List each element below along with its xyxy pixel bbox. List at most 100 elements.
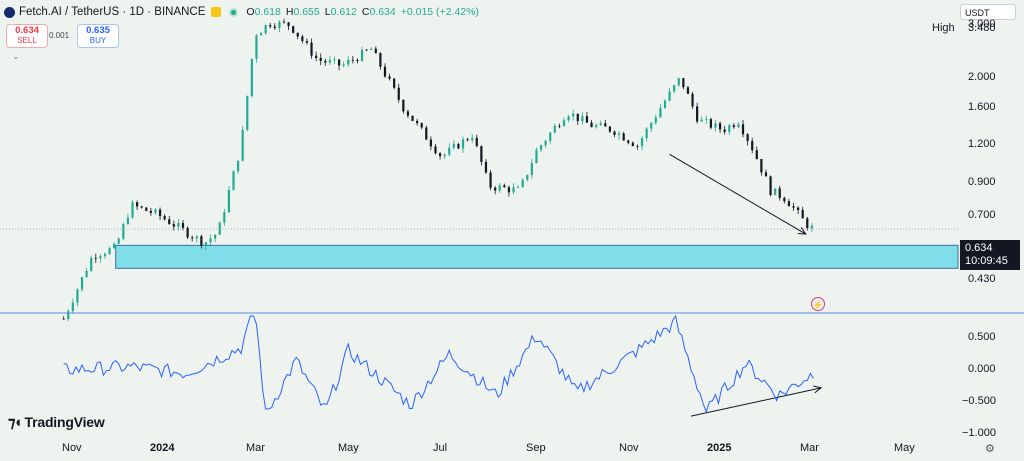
candle [645,126,648,142]
candle [416,118,419,126]
candle [503,183,506,188]
candle [599,120,602,126]
time-axis-label: Mar [246,442,265,454]
oscillator-axis-label: −1.000 [962,427,996,439]
current-price-value: 0.634 [965,242,993,254]
candle [783,196,786,204]
candle [480,145,483,166]
candle [232,170,235,191]
candle [351,55,354,64]
ohlc-item: O0.618 [246,6,280,18]
candle [177,218,180,231]
candle [319,53,322,66]
sell-label: SELL [17,36,37,45]
candle [264,24,267,35]
candle [673,84,676,94]
candle [617,130,621,140]
candle [347,56,350,67]
candle [558,123,561,129]
buy-price: 0.635 [86,25,110,36]
candle [549,131,552,144]
time-axis-label: Jul [433,442,448,454]
candle [172,220,175,231]
candle [677,77,680,87]
candle [328,56,331,66]
candle [709,117,712,130]
collapse-chevron-icon[interactable]: ⌄ [12,51,20,61]
candle [402,99,405,114]
candle [576,113,579,125]
buy-button[interactable]: 0.635 BUY [77,24,119,48]
candle [149,207,152,216]
candle [429,136,432,151]
sell-button[interactable]: 0.634 SELL [6,24,48,48]
candle [443,153,446,160]
high-value: 3.480 [968,22,996,34]
candle [333,56,336,65]
candle [686,85,690,94]
candle [140,205,143,209]
symbol-title[interactable]: Fetch.AI / TetherUS · 1D · BINANCE [19,6,206,18]
candle [792,202,795,211]
lightning-icon[interactable]: ⚡ [811,297,825,311]
candle [526,174,529,182]
settings-gear-icon[interactable]: ⚙ [985,443,995,455]
candle [259,32,263,36]
candle [475,134,478,148]
candle [113,241,116,250]
high-label: High [932,22,955,34]
currency-select[interactable]: USDT [960,4,1016,20]
candle [494,185,497,195]
trend-arrow[interactable] [690,385,823,417]
candle [200,234,203,249]
tradingview-brand-text: TradingView [24,414,105,430]
candle [278,20,281,33]
candle [448,143,451,157]
candle [204,241,208,251]
candle [572,109,575,121]
candle [659,103,662,118]
candle [186,226,189,239]
ohlc-value: 0.612 [330,6,357,18]
candle [787,199,791,207]
candle [581,112,584,125]
candle [255,34,258,63]
candle [397,83,400,103]
oscillator-axis-label: −0.500 [962,395,996,407]
spread-value: 0.001 [49,31,70,40]
candle [158,207,162,220]
candle [411,115,414,122]
time-axis-label: 2025 [707,442,732,454]
candle [718,121,722,134]
candle [99,254,102,263]
price-axis-label: 0.700 [968,209,996,222]
candle [85,267,88,278]
tradingview-logo-icon: ⁊◖ [8,414,22,431]
candle [705,115,708,125]
sell-price: 0.634 [15,25,39,36]
candle [691,91,694,109]
candle [530,158,533,179]
candle [62,316,65,320]
candle [214,234,217,243]
price-axis-label: 2.000 [968,71,996,84]
trend-arrow[interactable] [669,153,807,235]
tradingview-logo: ⁊◖ TradingView [8,413,105,431]
candle [764,169,768,177]
candle [71,298,74,314]
candle [218,221,221,235]
candle [292,25,295,34]
ohlc-item: C0.634 [362,6,396,18]
candle [774,188,777,196]
ohlc-item: +0.015 (+2.42%) [401,6,479,18]
candle [696,102,699,124]
candle [195,235,198,243]
candle [324,58,327,66]
candle [466,137,469,142]
candle [438,152,442,160]
ohlc-value: +0.015 (+2.42%) [400,6,479,18]
candle [388,73,391,81]
ohlc-key: O [246,6,255,18]
candle [590,119,593,128]
